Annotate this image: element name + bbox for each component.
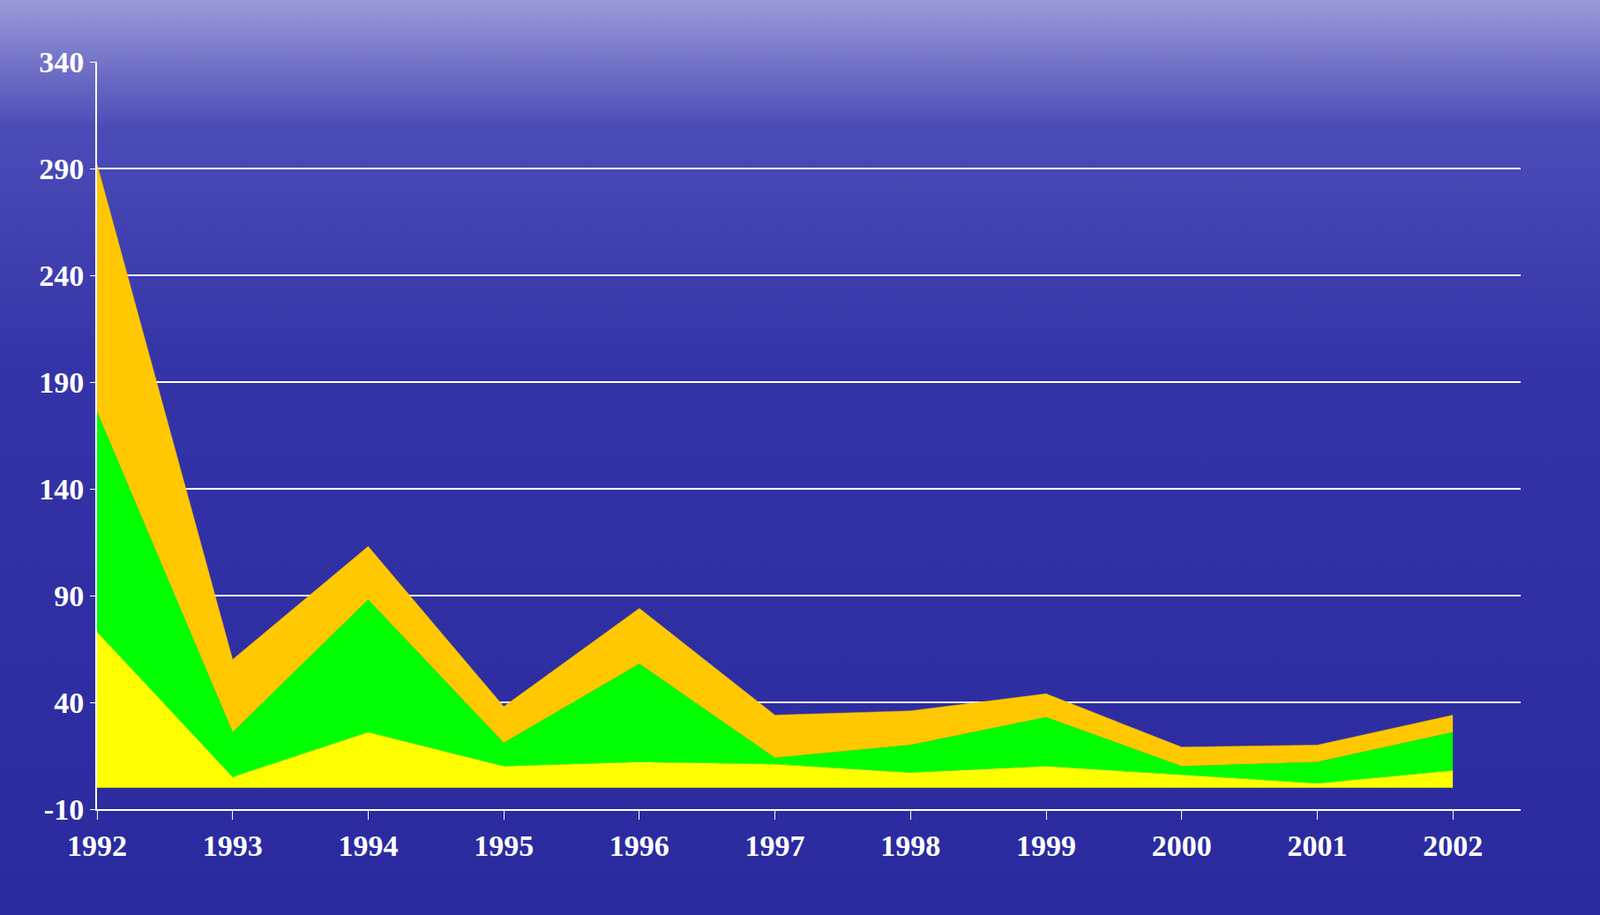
svg-text:190: 190 [38, 366, 84, 399]
svg-text:240: 240 [38, 259, 84, 292]
svg-text:1994: 1994 [337, 829, 398, 862]
svg-text:1995: 1995 [473, 829, 534, 862]
svg-text:1997: 1997 [745, 829, 806, 862]
svg-text:140: 140 [38, 472, 84, 506]
svg-text:90: 90 [53, 579, 84, 613]
svg-text:-10: -10 [44, 792, 84, 826]
svg-text:40: 40 [53, 686, 84, 719]
svg-text:2002: 2002 [1422, 829, 1483, 862]
svg-text:290: 290 [38, 152, 84, 186]
svg-text:2001: 2001 [1286, 829, 1347, 862]
svg-text:1998: 1998 [880, 829, 941, 862]
svg-text:340: 340 [38, 45, 84, 79]
svg-text:2000: 2000 [1151, 829, 1212, 862]
svg-text:1999: 1999 [1016, 829, 1077, 862]
svg-text:1992: 1992 [67, 829, 128, 862]
svg-text:1996: 1996 [609, 829, 670, 862]
svg-text:1993: 1993 [202, 829, 263, 862]
